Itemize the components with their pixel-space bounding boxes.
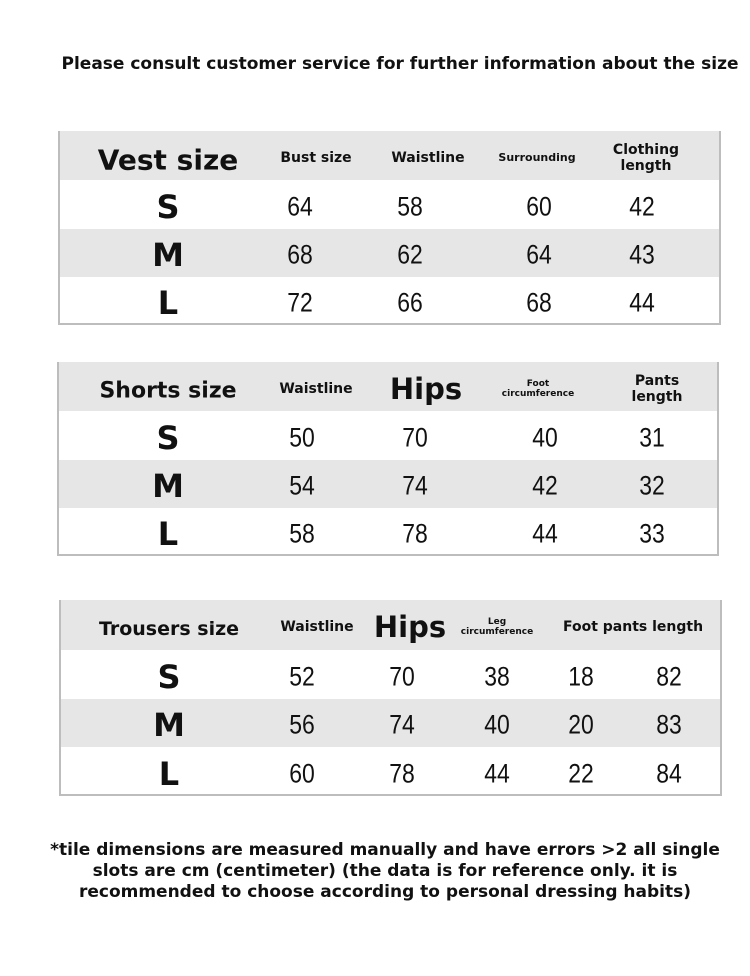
table-cell: 44 [629,287,655,318]
table-row: L 72 66 68 44 [60,277,719,325]
size-label: L [157,284,179,322]
table-cell: 52 [289,661,315,691]
column-header: Hips [389,371,463,406]
table-cell: 68 [287,239,313,270]
table-cell: 56 [289,709,315,740]
table-cell: 64 [526,239,552,270]
size-label: M [152,467,184,505]
size-label: S [157,657,181,696]
table-cell: 50 [289,422,315,452]
size-label: S [156,187,180,226]
table-cell: 40 [532,422,558,452]
table-row: L 58 78 44 33 [59,508,717,556]
column-header: Waistline [280,619,354,635]
column-header: Foot circumference [501,378,575,399]
table-cell: 70 [402,422,428,452]
table-cell: 78 [402,518,428,549]
table-header-row: Vest size Bust size Waistline Surrounding Cl… [60,131,719,180]
table-cell: 68 [526,287,552,318]
table-cell: 44 [484,758,510,788]
vest-size-table: Vest size Bust size Waistline Surrounding Cl… [58,131,721,325]
table-cell: 22 [568,758,594,788]
table-cell: 74 [389,709,415,740]
table-cell: 82 [656,661,682,691]
table-row: S 50 70 40 31 [59,411,717,460]
table-cell: 66 [397,287,423,318]
table-header-row: Trousers size Waistline Hips Leg circumfere… [61,600,720,650]
table-cell: 44 [532,518,558,549]
table-cell: 20 [568,709,594,740]
table-cell: 43 [629,239,655,270]
table-row: M 68 62 64 43 [60,229,719,277]
trousers-size-table: Trousers size Waistline Hips Leg circumfere… [59,600,722,796]
table-row: M 54 74 42 32 [59,460,717,508]
size-label: M [153,706,185,744]
footer-note: *tile dimensions are measured manually a… [50,840,720,902]
table-row: M 56 74 40 20 83 [61,699,720,747]
table-cell: 31 [639,422,665,452]
table-cell: 38 [484,661,510,691]
column-header: Bust size [280,149,352,166]
table-title: Shorts size [99,378,237,403]
table-cell: 58 [289,518,315,549]
table-cell: 72 [287,287,313,318]
size-label: S [156,418,180,457]
column-header: Hips [373,610,447,644]
table-cell: 58 [397,191,423,221]
size-label: L [157,515,179,553]
table-cell: 83 [656,709,682,740]
table-header-row: Shorts size Waistline Hips Foot circumferen… [59,362,717,411]
table-row: S 64 58 60 42 [60,180,719,229]
column-header: Foot pants length [562,619,704,635]
table-cell: 32 [639,470,665,501]
table-cell: 84 [656,758,682,788]
shorts-size-table: Shorts size Waistline Hips Foot circumferen… [57,362,719,556]
table-title: Trousers size [98,618,240,640]
table-cell: 64 [287,191,313,221]
column-header: Surrounding [498,150,576,164]
table-cell: 60 [526,191,552,221]
table-cell: 74 [402,470,428,501]
table-cell: 70 [389,661,415,691]
table-cell: 18 [568,661,594,691]
table-cell: 54 [289,470,315,501]
column-header: Pants length [631,372,683,405]
table-cell: 78 [389,758,415,788]
size-label: M [152,236,184,274]
table-cell: 42 [532,470,558,501]
column-header: Waistline [391,149,465,166]
table-row: S 52 70 38 18 82 [61,650,720,699]
table-cell: 42 [629,191,655,221]
size-label: L [158,754,180,793]
table-cell: 62 [397,239,423,270]
table-cell: 33 [639,518,665,549]
column-header: Leg circumference [460,617,534,637]
header-note: Please consult customer service for furt… [61,54,739,74]
table-row: L 60 78 44 22 84 [61,747,720,796]
column-header: Clothing length [612,141,680,174]
column-header: Waistline [279,380,353,397]
table-title: Vest size [97,143,239,176]
table-cell: 60 [289,758,315,788]
table-cell: 40 [484,709,510,740]
